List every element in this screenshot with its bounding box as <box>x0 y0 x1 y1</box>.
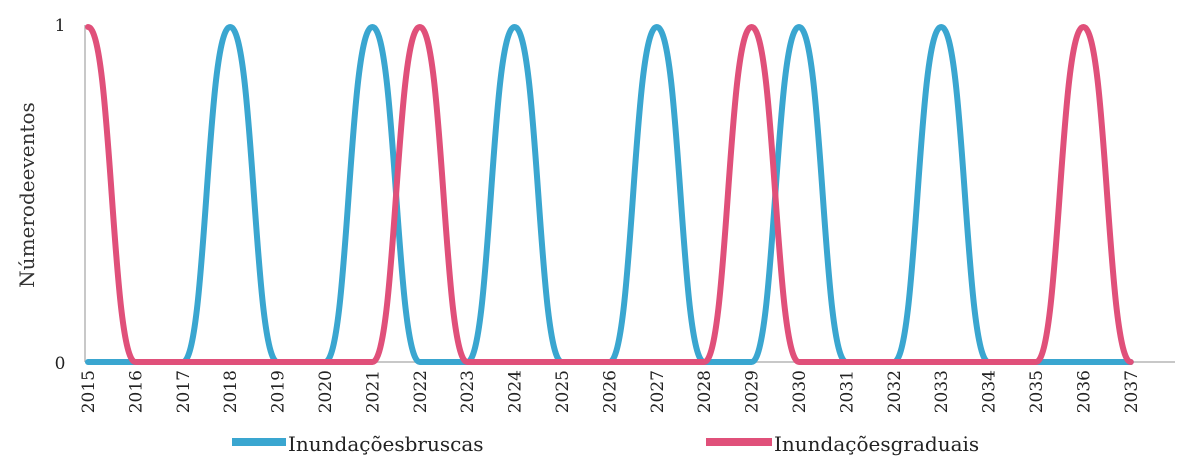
y-tick-label: 0 <box>55 354 66 374</box>
x-tick-label: 2026 <box>600 370 620 413</box>
x-tick-label: 2018 <box>221 370 241 413</box>
x-tick-label: 2020 <box>316 370 336 413</box>
x-tick-label: 2035 <box>1027 370 1047 413</box>
x-tick-label: 2036 <box>1074 370 1094 413</box>
legend-label: Inundaçõesgraduais <box>774 432 979 456</box>
x-tick-label: 2015 <box>79 370 99 413</box>
x-tick-label: 2028 <box>695 370 715 413</box>
series-line <box>85 24 1134 365</box>
series-line <box>85 24 1134 365</box>
y-tick-label: 1 <box>55 16 66 36</box>
x-tick-label: 2023 <box>458 370 478 413</box>
x-tick-labels: 2015 2016 2017 2018 2019 2020 2021 2022 2023 2024… <box>79 370 1142 413</box>
x-tick-label: 2019 <box>269 370 289 413</box>
y-axis-label: Númerodeeventos <box>15 102 39 288</box>
x-tick-label: 2029 <box>743 370 763 413</box>
x-tick-label: 2025 <box>553 370 573 413</box>
x-tick-label: 2024 <box>506 370 526 413</box>
x-tick-label: 2037 <box>1122 370 1142 413</box>
legend: Inundaçõesbruscas Inundaçõesgraduais <box>232 432 979 456</box>
x-tick-label: 2032 <box>885 370 905 413</box>
x-tick-label: 2022 <box>411 370 431 413</box>
x-tick-label: 2016 <box>126 370 146 413</box>
legend-swatch <box>706 438 772 446</box>
x-tick-label: 2031 <box>837 370 857 413</box>
legend-label: Inundaçõesbruscas <box>288 432 484 456</box>
x-tick-label: 2030 <box>790 370 810 413</box>
legend-swatch <box>232 438 286 446</box>
x-tick-label: 2033 <box>932 370 952 413</box>
x-tick-label: 2017 <box>174 370 194 413</box>
x-tick-label: 2021 <box>363 370 383 413</box>
x-tick-label: 2034 <box>980 370 1000 413</box>
x-tick-label: 2027 <box>648 370 668 413</box>
series-layer <box>85 24 1134 365</box>
